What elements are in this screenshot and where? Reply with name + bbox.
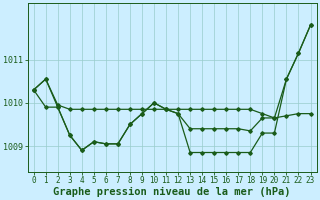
X-axis label: Graphe pression niveau de la mer (hPa): Graphe pression niveau de la mer (hPa) [53,186,291,197]
